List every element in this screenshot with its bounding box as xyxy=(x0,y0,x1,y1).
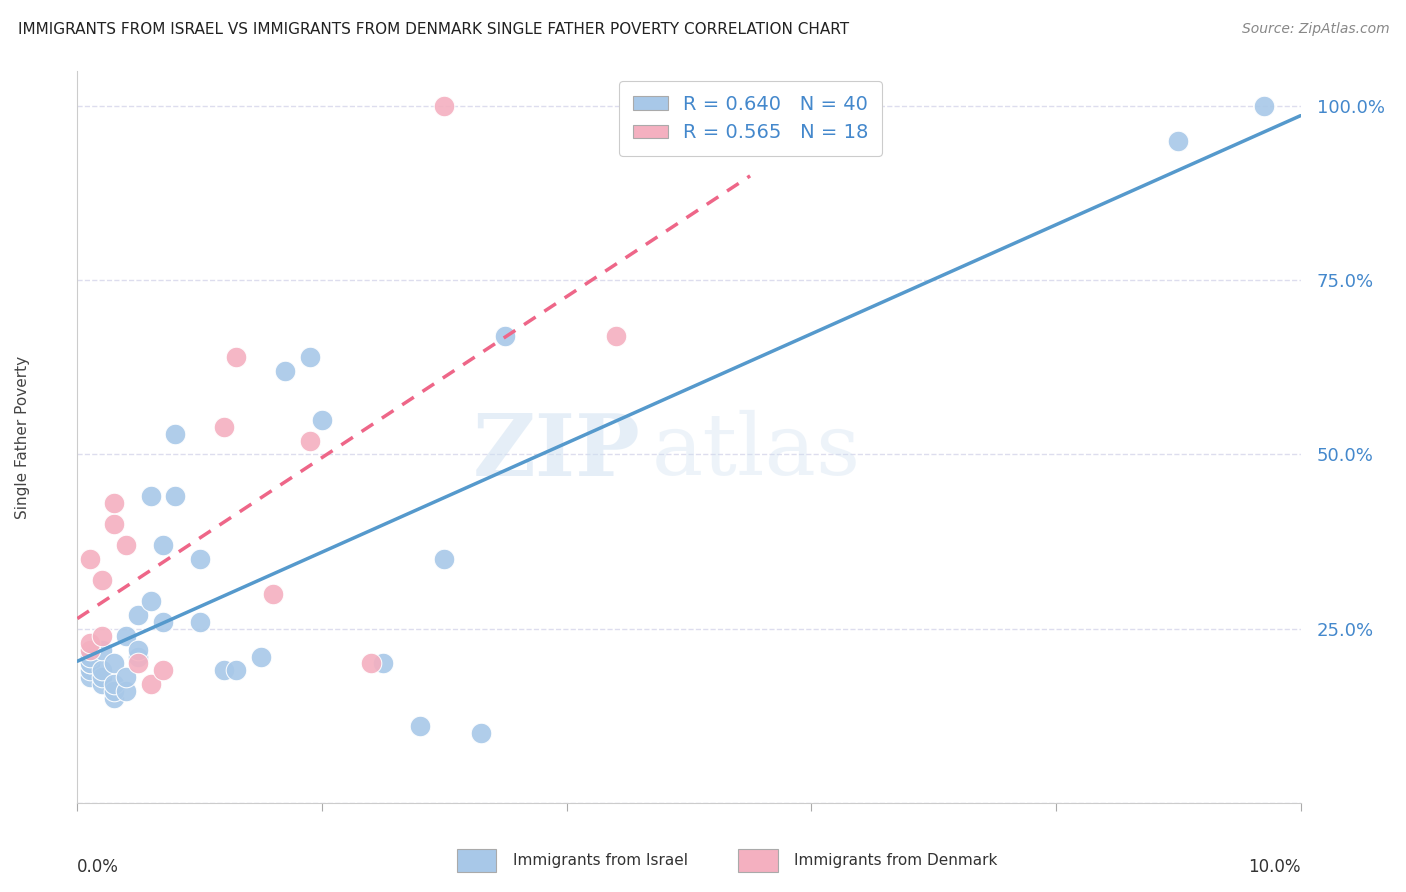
Point xyxy=(165,426,187,441)
Point xyxy=(90,664,112,678)
Point xyxy=(103,496,125,510)
Point xyxy=(274,364,297,378)
Text: Single Father Poverty: Single Father Poverty xyxy=(15,356,30,518)
Point xyxy=(139,489,162,503)
Point xyxy=(115,538,138,552)
Point xyxy=(262,587,284,601)
Point xyxy=(139,677,162,691)
Point xyxy=(1253,99,1275,113)
Point xyxy=(103,657,125,671)
Point xyxy=(79,664,101,678)
Point xyxy=(139,594,162,608)
Point xyxy=(470,726,492,740)
Point xyxy=(115,629,138,643)
Point xyxy=(152,664,174,678)
Text: Source: ZipAtlas.com: Source: ZipAtlas.com xyxy=(1241,22,1389,37)
Text: IMMIGRANTS FROM ISRAEL VS IMMIGRANTS FROM DENMARK SINGLE FATHER POVERTY CORRELAT: IMMIGRANTS FROM ISRAEL VS IMMIGRANTS FRO… xyxy=(18,22,849,37)
Point xyxy=(495,329,517,343)
Point xyxy=(79,552,101,566)
Point xyxy=(225,664,247,678)
Text: ZIP: ZIP xyxy=(472,409,640,493)
Text: Immigrants from Denmark: Immigrants from Denmark xyxy=(794,854,998,868)
Point xyxy=(212,419,235,434)
Point xyxy=(433,99,456,113)
Point xyxy=(103,677,125,691)
Point xyxy=(605,329,627,343)
Point xyxy=(79,642,101,657)
Point xyxy=(371,657,394,671)
Point xyxy=(90,670,112,684)
Point xyxy=(90,629,112,643)
Point xyxy=(165,489,187,503)
Point xyxy=(115,684,138,698)
Point xyxy=(79,657,101,671)
Point xyxy=(79,670,101,684)
Point xyxy=(433,552,456,566)
Point xyxy=(127,649,149,664)
Point xyxy=(188,552,211,566)
Point xyxy=(250,649,273,664)
Point xyxy=(103,517,125,532)
Point xyxy=(79,635,101,649)
Point xyxy=(152,615,174,629)
Point xyxy=(298,434,321,448)
Point xyxy=(360,657,382,671)
Point xyxy=(212,664,235,678)
Point xyxy=(127,657,149,671)
Text: atlas: atlas xyxy=(652,410,862,493)
Point xyxy=(298,350,321,364)
Point xyxy=(103,684,125,698)
Point xyxy=(311,412,333,426)
Text: 10.0%: 10.0% xyxy=(1249,858,1301,876)
Point xyxy=(152,538,174,552)
Point xyxy=(90,642,112,657)
Point xyxy=(79,657,101,671)
Point xyxy=(103,691,125,706)
Point xyxy=(115,670,138,684)
Point xyxy=(1167,134,1189,148)
Point xyxy=(90,677,112,691)
Point xyxy=(188,615,211,629)
Text: 0.0%: 0.0% xyxy=(77,858,120,876)
Point xyxy=(225,350,247,364)
Text: Immigrants from Israel: Immigrants from Israel xyxy=(513,854,688,868)
Point xyxy=(127,642,149,657)
Point xyxy=(127,607,149,622)
Point xyxy=(79,649,101,664)
Point xyxy=(409,719,432,733)
Legend: R = 0.640   N = 40, R = 0.565   N = 18: R = 0.640 N = 40, R = 0.565 N = 18 xyxy=(619,81,883,156)
Point xyxy=(90,573,112,587)
